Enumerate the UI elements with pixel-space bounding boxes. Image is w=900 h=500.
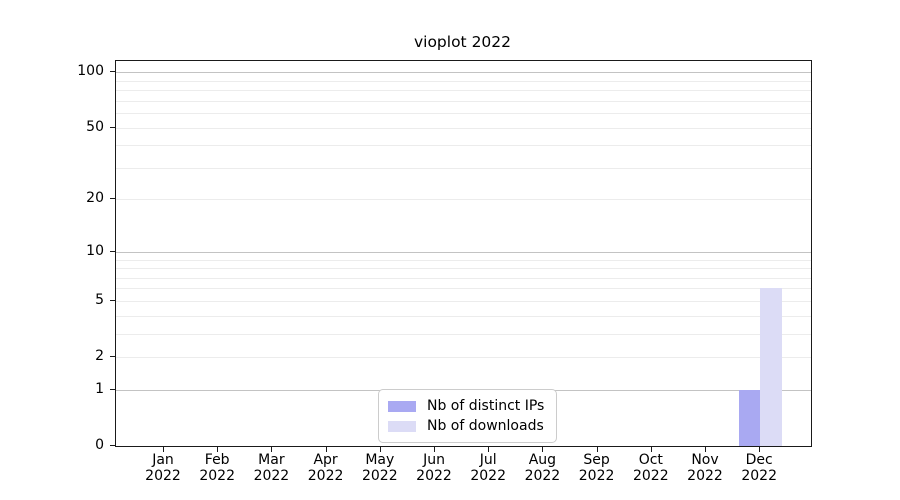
x-tick-label: Aug 2022 xyxy=(524,452,561,484)
y-tick-mark xyxy=(110,198,116,200)
x-tick-mark xyxy=(488,447,490,452)
x-tick-label: Mar 2022 xyxy=(253,452,290,484)
x-tick-mark xyxy=(217,447,219,452)
legend-item-downloads: Nb of downloads xyxy=(388,416,544,436)
minor-gridline xyxy=(116,288,811,290)
x-tick-mark xyxy=(271,447,273,452)
x-tick-mark xyxy=(379,447,381,452)
x-tick-label: Jun 2022 xyxy=(416,452,452,484)
x-tick-label: Nov 2022 xyxy=(687,452,723,484)
y-tick-label: 10 xyxy=(86,242,104,259)
y-tick-label: 100 xyxy=(77,63,104,80)
y-tick-mark xyxy=(110,388,116,390)
minor-gridline xyxy=(116,167,811,169)
legend-label-distinct-ips: Nb of distinct IPs xyxy=(427,398,545,414)
x-tick-mark xyxy=(163,447,164,452)
x-tick-label: Sep 2022 xyxy=(578,452,615,484)
minor-gridline xyxy=(116,127,811,129)
x-tick-label: Feb 2022 xyxy=(199,452,235,484)
minor-gridline xyxy=(116,199,811,201)
legend-label-downloads: Nb of downloads xyxy=(427,418,544,434)
legend-swatch-distinct-ips xyxy=(388,400,416,412)
y-tick-mark xyxy=(110,445,116,446)
x-tick-label: Jan 2022 xyxy=(145,452,181,484)
x-tick-mark xyxy=(434,447,435,452)
minor-gridline xyxy=(116,268,811,270)
y-tick-label: 5 xyxy=(95,291,104,308)
minor-gridline xyxy=(116,113,811,115)
x-tick-label: Dec 2022 xyxy=(741,452,777,484)
major-gridline xyxy=(116,72,811,74)
y-tick-mark xyxy=(110,299,116,301)
major-gridline xyxy=(116,251,811,253)
y-tick-label: 20 xyxy=(86,190,104,207)
x-tick-mark xyxy=(325,447,327,452)
y-tick-mark xyxy=(110,356,116,358)
legend: Nb of distinct IPs Nb of downloads xyxy=(378,389,558,443)
x-tick-mark xyxy=(650,447,652,452)
x-tick-label: May 2022 xyxy=(361,452,398,484)
legend-item-distinct-ips: Nb of distinct IPs xyxy=(388,396,544,416)
y-tick-label: 0 xyxy=(95,437,104,453)
minor-gridline xyxy=(116,100,811,102)
minor-gridline xyxy=(116,90,811,92)
y-tick-label: 2 xyxy=(95,348,104,365)
x-tick-mark xyxy=(759,447,761,452)
minor-gridline xyxy=(116,315,811,317)
x-tick-mark xyxy=(542,447,544,452)
minor-gridline xyxy=(116,80,811,82)
minor-gridline xyxy=(116,145,811,147)
plot-area xyxy=(115,60,812,447)
minor-gridline xyxy=(116,277,811,279)
y-tick-mark xyxy=(110,126,116,128)
y-tick-mark xyxy=(110,250,116,252)
bar-dec-s1 xyxy=(760,288,782,446)
x-tick-label: Apr 2022 xyxy=(307,452,344,484)
minor-gridline xyxy=(116,357,811,359)
minor-gridline xyxy=(116,300,811,302)
minor-gridline xyxy=(116,333,811,335)
x-tick-mark xyxy=(596,447,598,452)
x-tick-label: Oct 2022 xyxy=(632,452,669,484)
legend-swatch-downloads xyxy=(388,420,416,432)
minor-gridline xyxy=(116,259,811,261)
bar-dec-s0 xyxy=(738,389,761,446)
chart-title: vioplot 2022 xyxy=(413,33,512,51)
y-tick-mark xyxy=(110,71,116,73)
x-tick-label: Jul 2022 xyxy=(470,452,506,484)
y-tick-label: 1 xyxy=(95,380,104,397)
x-tick-mark xyxy=(705,447,706,452)
y-tick-label: 50 xyxy=(86,118,104,135)
